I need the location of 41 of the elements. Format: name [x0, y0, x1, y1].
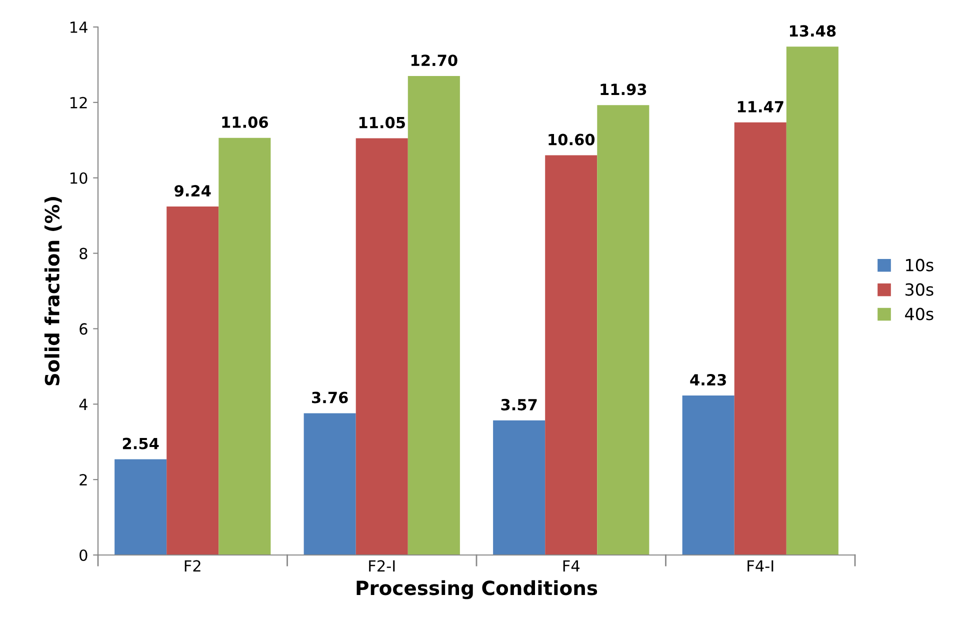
- bar: [493, 420, 546, 555]
- bar: [114, 459, 167, 555]
- legend-label: 10s: [906, 258, 934, 272]
- y-tick-label: 14: [70, 22, 88, 33]
- data-label: 3.57: [501, 398, 537, 410]
- legend-label: 30s: [906, 283, 934, 296]
- bar: [304, 413, 356, 555]
- y-axis-title: Solid fraction (%): [44, 197, 62, 386]
- y-tick-label: 10: [70, 172, 88, 184]
- x-axis-title: Processing Conditions: [356, 580, 598, 600]
- y-tick-label: 8: [80, 248, 88, 260]
- bar: [218, 138, 271, 555]
- x-tick-label: F2: [184, 560, 200, 572]
- y-tick-label: 2: [80, 474, 87, 486]
- data-label: 11.93: [600, 84, 646, 96]
- bar: [166, 206, 219, 555]
- y-tick-label: 0: [80, 549, 88, 562]
- legend-label: 40s: [905, 308, 934, 320]
- x-tick-label: F2-I: [369, 560, 395, 572]
- data-label: 11.47: [738, 101, 784, 112]
- bar: [408, 76, 460, 555]
- bar: [682, 395, 734, 555]
- y-tick-label: 4: [79, 398, 88, 410]
- bar: [545, 155, 598, 555]
- bar: [356, 138, 408, 555]
- data-label: 2.54: [122, 438, 159, 450]
- bar: [786, 46, 838, 555]
- data-label: 9.24: [174, 185, 211, 197]
- y-tick-label: 12: [70, 96, 87, 108]
- data-label: 13.48: [790, 25, 836, 37]
- y-tick-label: 6: [80, 323, 88, 335]
- data-label: 4.23: [690, 374, 726, 386]
- data-label: 10.60: [548, 134, 595, 146]
- bar: [597, 105, 650, 555]
- bar: [734, 122, 786, 555]
- data-label: 12.70: [411, 54, 458, 66]
- data-label: 3.76: [312, 392, 348, 404]
- data-label: 11.06: [222, 116, 268, 128]
- x-tick-label: F4-I: [748, 560, 774, 572]
- x-tick-label: F4: [563, 560, 580, 572]
- data-label: 11.05: [359, 116, 405, 128]
